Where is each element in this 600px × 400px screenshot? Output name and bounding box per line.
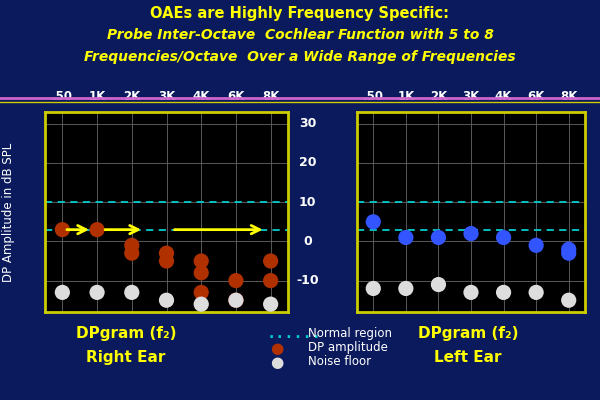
Point xyxy=(401,285,410,292)
Text: OAEs are Highly Frequency Specific:: OAEs are Highly Frequency Specific: xyxy=(151,6,449,21)
Point xyxy=(231,278,241,284)
Point xyxy=(162,297,172,304)
Point xyxy=(127,289,137,296)
Point xyxy=(434,281,443,288)
Text: 20: 20 xyxy=(299,156,317,170)
Point xyxy=(532,242,541,248)
Point xyxy=(564,250,574,256)
Point xyxy=(368,285,378,292)
Point xyxy=(368,219,378,225)
Point xyxy=(231,297,241,304)
Text: Left Ear: Left Ear xyxy=(434,350,502,365)
Point xyxy=(434,234,443,241)
Text: DP amplitude: DP amplitude xyxy=(308,341,388,354)
Text: DPgram (f₂): DPgram (f₂) xyxy=(76,326,176,341)
Point xyxy=(564,297,574,304)
Text: Right Ear: Right Ear xyxy=(86,350,166,365)
Text: ●: ● xyxy=(270,341,283,356)
Point xyxy=(162,258,172,264)
Point xyxy=(466,289,476,296)
Point xyxy=(466,230,476,237)
Point xyxy=(266,278,275,284)
Point xyxy=(532,289,541,296)
Point xyxy=(196,270,206,276)
Point xyxy=(58,289,67,296)
Point xyxy=(92,289,102,296)
Point xyxy=(499,289,508,296)
Text: -10: -10 xyxy=(296,274,319,287)
Text: Probe Inter-Octave  Cochlear Function with 5 to 8: Probe Inter-Octave Cochlear Function wit… xyxy=(107,28,493,42)
Text: 10: 10 xyxy=(299,196,317,209)
Point xyxy=(401,234,410,241)
Point xyxy=(162,250,172,256)
Text: DP Amplitude in dB SPL: DP Amplitude in dB SPL xyxy=(2,142,16,282)
Point xyxy=(127,250,137,256)
Point xyxy=(266,258,275,264)
Text: Normal region: Normal region xyxy=(308,327,392,340)
Point xyxy=(499,234,508,241)
Text: Frequencies/Octave  Over a Wide Range of Frequencies: Frequencies/Octave Over a Wide Range of … xyxy=(84,50,516,64)
Point xyxy=(127,242,137,248)
Point xyxy=(58,226,67,233)
Text: Noise floor: Noise floor xyxy=(308,355,371,368)
Point xyxy=(266,301,275,307)
Point xyxy=(196,301,206,307)
Point xyxy=(196,258,206,264)
Point xyxy=(92,226,102,233)
Text: DPgram (f₂): DPgram (f₂) xyxy=(418,326,518,341)
Point xyxy=(231,297,241,304)
Text: 0: 0 xyxy=(304,235,312,248)
Text: 30: 30 xyxy=(299,117,316,130)
Text: ●: ● xyxy=(270,355,283,370)
Text: ......: ...... xyxy=(267,326,322,341)
Point xyxy=(196,289,206,296)
Point xyxy=(564,246,574,252)
